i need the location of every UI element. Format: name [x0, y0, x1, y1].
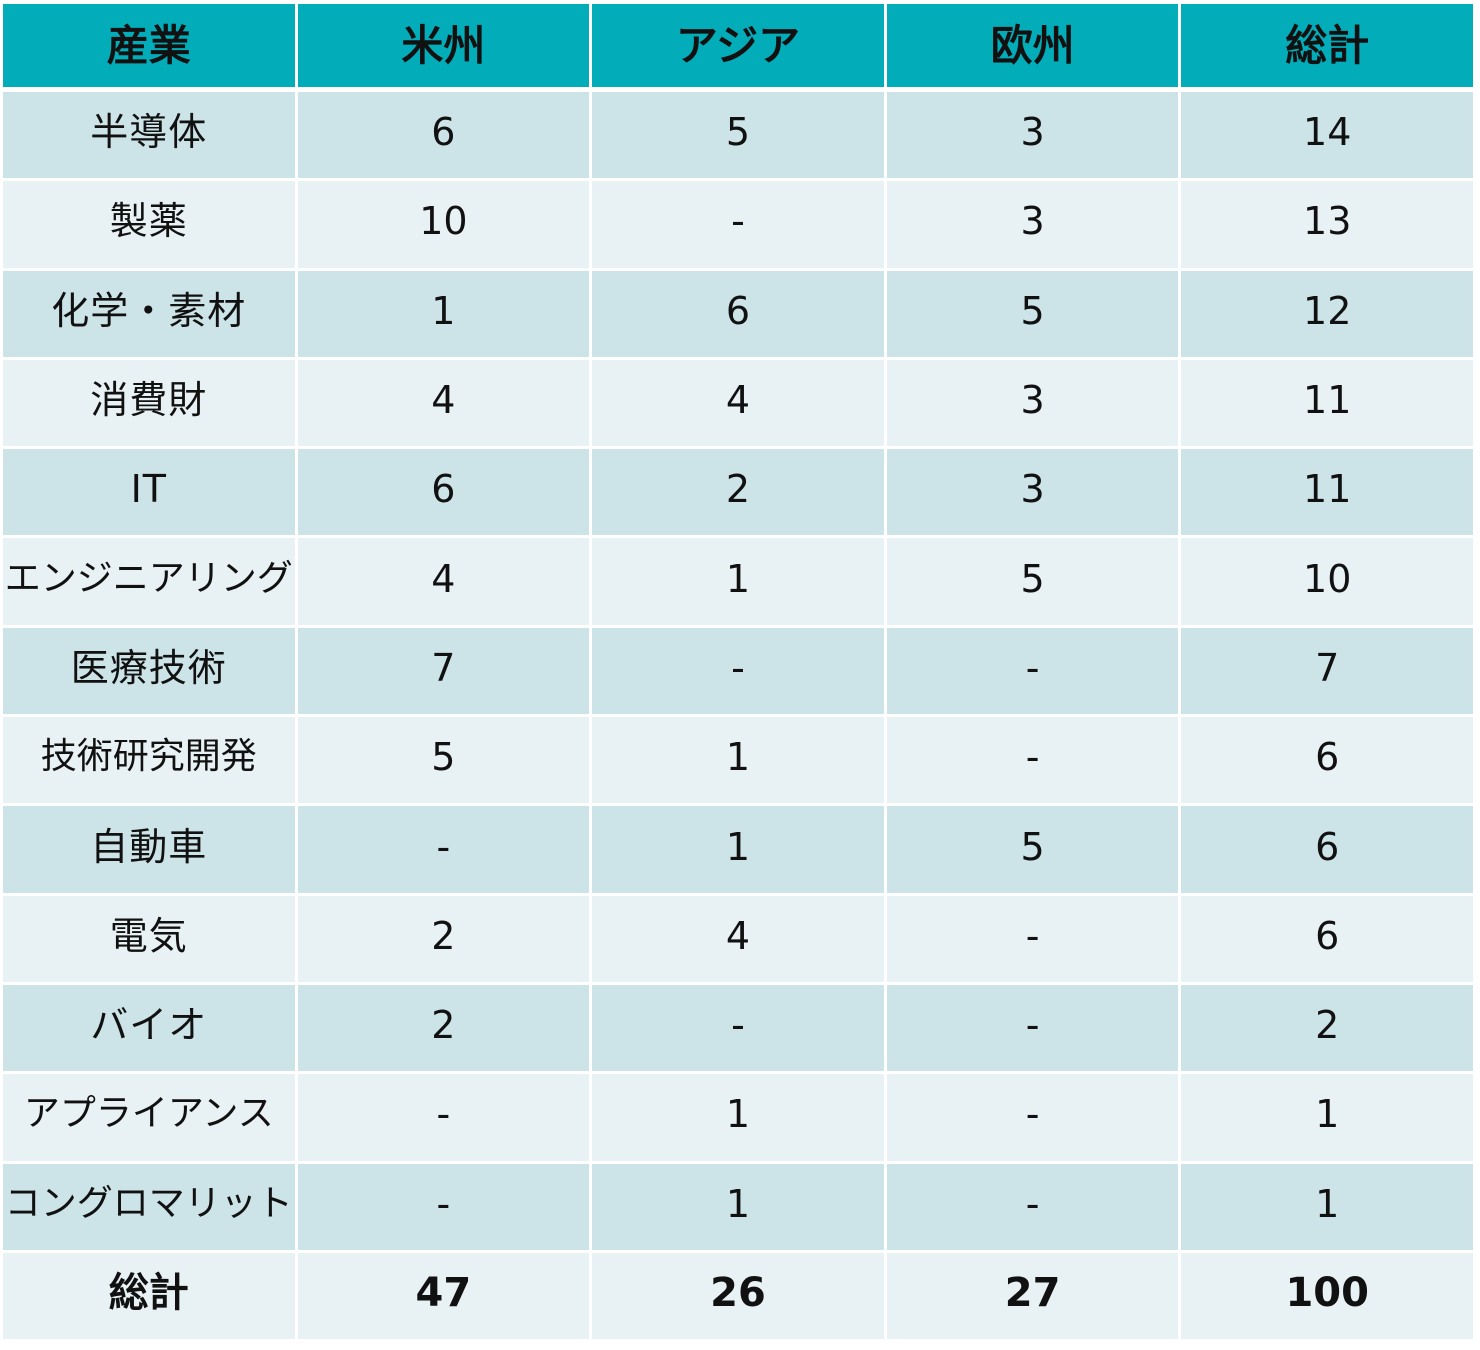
cell-europe: - — [886, 1163, 1179, 1250]
cell-americas: 2 — [297, 895, 590, 982]
cell-asia: 4 — [592, 895, 884, 982]
cell-americas: 6 — [297, 449, 590, 536]
cell-europe: - — [886, 627, 1179, 715]
header-asia: アジア — [592, 4, 884, 87]
header-americas: 米州 — [297, 4, 590, 87]
cell-total: 10 — [1181, 538, 1473, 625]
cell-asia: 1 — [592, 717, 884, 804]
cell-europe: 3 — [886, 449, 1179, 536]
cell-asia: 4 — [592, 359, 884, 447]
cell-europe: 5 — [886, 270, 1179, 357]
row-industry-label: IT — [3, 449, 295, 536]
row-industry-label: 自動車 — [3, 806, 295, 893]
cell-americas: 7 — [297, 627, 590, 715]
total-asia: 26 — [592, 1252, 884, 1340]
cell-asia: 6 — [592, 270, 884, 357]
cell-asia: 2 — [592, 449, 884, 536]
row-industry-label: 消費財 — [3, 359, 295, 447]
row-industry-label: 医療技術 — [3, 627, 295, 715]
row-industry-label: バイオ — [3, 984, 295, 1072]
cell-americas: 10 — [297, 181, 590, 268]
row-industry-label: コングロマリット — [3, 1163, 295, 1250]
cell-total: 11 — [1181, 359, 1473, 447]
cell-asia: 1 — [592, 538, 884, 625]
cell-americas: - — [297, 1074, 590, 1161]
row-industry-label: エンジニアリング — [3, 538, 295, 625]
cell-europe: - — [886, 1074, 1179, 1161]
cell-total: 1 — [1181, 1074, 1473, 1161]
cell-total: 14 — [1181, 92, 1473, 179]
cell-americas: 4 — [297, 359, 590, 447]
row-industry-label: 電気 — [3, 895, 295, 982]
cell-total: 12 — [1181, 270, 1473, 357]
cell-total: 6 — [1181, 895, 1473, 982]
industry-region-table: 産業 米州 アジア 欧州 総計 半導体 6 5 3 14 製薬 10 - 3 1… — [3, 4, 1473, 1340]
total-europe: 27 — [886, 1252, 1179, 1340]
cell-asia: 1 — [592, 1074, 884, 1161]
cell-total: 6 — [1181, 717, 1473, 804]
cell-total: 7 — [1181, 627, 1473, 715]
row-industry-label: アプライアンス — [3, 1074, 295, 1161]
cell-europe: 5 — [886, 806, 1179, 893]
cell-total: 1 — [1181, 1163, 1473, 1250]
header-industry: 産業 — [3, 4, 295, 87]
total-grand: 100 — [1181, 1252, 1473, 1340]
cell-asia: - — [592, 627, 884, 715]
cell-total: 11 — [1181, 449, 1473, 536]
cell-asia: - — [592, 181, 884, 268]
row-industry-label: 技術研究開発 — [3, 717, 295, 804]
cell-europe: - — [886, 895, 1179, 982]
cell-asia: 1 — [592, 1163, 884, 1250]
cell-americas: - — [297, 806, 590, 893]
total-row-label: 総計 — [3, 1252, 295, 1340]
cell-americas: 4 — [297, 538, 590, 625]
row-industry-label: 製薬 — [3, 181, 295, 268]
cell-asia: 5 — [592, 92, 884, 179]
cell-americas: 2 — [297, 984, 590, 1072]
total-americas: 47 — [297, 1252, 590, 1340]
cell-total: 2 — [1181, 984, 1473, 1072]
cell-total: 13 — [1181, 181, 1473, 268]
cell-europe: 3 — [886, 181, 1179, 268]
cell-europe: 3 — [886, 359, 1179, 447]
header-europe: 欧州 — [886, 4, 1179, 87]
cell-asia: - — [592, 984, 884, 1072]
cell-americas: 5 — [297, 717, 590, 804]
cell-americas: 6 — [297, 92, 590, 179]
cell-total: 6 — [1181, 806, 1473, 893]
cell-europe: - — [886, 717, 1179, 804]
cell-europe: 5 — [886, 538, 1179, 625]
header-total: 総計 — [1181, 4, 1473, 87]
row-industry-label: 化学・素材 — [3, 270, 295, 357]
cell-americas: 1 — [297, 270, 590, 357]
row-industry-label: 半導体 — [3, 92, 295, 179]
cell-europe: 3 — [886, 92, 1179, 179]
cell-americas: - — [297, 1163, 590, 1250]
cell-europe: - — [886, 984, 1179, 1072]
cell-asia: 1 — [592, 806, 884, 893]
